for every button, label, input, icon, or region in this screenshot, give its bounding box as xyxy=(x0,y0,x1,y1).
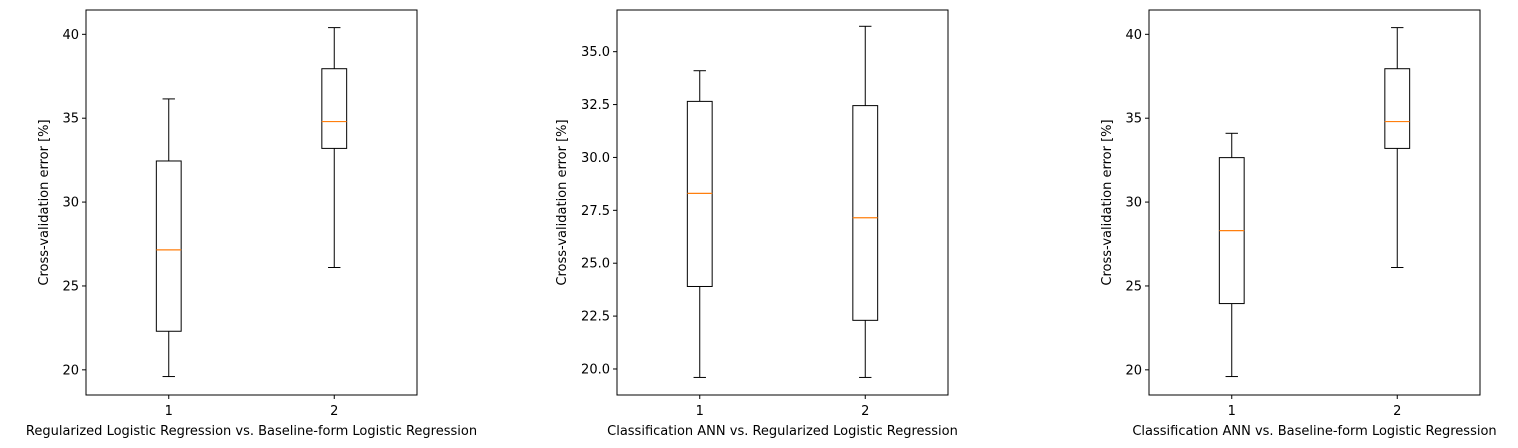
y-tick-label: 30 xyxy=(62,196,79,211)
y-tick-label: 20.0 xyxy=(581,362,610,377)
x-tick-label: 1 xyxy=(165,404,173,419)
y-tick-label: 35 xyxy=(62,112,79,127)
box-iqr xyxy=(155,160,182,332)
x-tick-label: 2 xyxy=(861,404,869,419)
plot-area-frame xyxy=(1148,9,1481,396)
plot-area-frame xyxy=(85,9,418,396)
x-tick-label: 1 xyxy=(696,404,704,419)
y-tick-label: 40 xyxy=(1125,28,1142,43)
y-tick-label: 22.5 xyxy=(581,310,610,325)
y-tick-label: 20 xyxy=(1125,363,1142,378)
plot-area-frame xyxy=(616,9,949,396)
x-axis-label: Classification ANN vs. Baseline-form Log… xyxy=(1132,424,1496,439)
y-tick-label: 35.0 xyxy=(581,45,610,60)
box-iqr xyxy=(852,105,879,321)
y-axis-ticks: 20 25 30 35 40 xyxy=(1125,28,1149,378)
x-tick-label: 2 xyxy=(1393,404,1401,419)
y-axis-ticks: 20 25 30 35 40 xyxy=(62,28,86,378)
y-axis-label: Cross-validation error [%] xyxy=(555,119,570,285)
box-plot-1 xyxy=(155,98,182,378)
y-axis-label: Cross-validation error [%] xyxy=(37,119,52,285)
box-plot-1 xyxy=(1218,132,1245,378)
y-tick-label: 20 xyxy=(62,363,79,378)
box-iqr xyxy=(1384,68,1411,149)
y-tick-label: 30 xyxy=(1125,196,1142,211)
x-tick-label: 1 xyxy=(1228,404,1236,419)
y-axis-label: Cross-validation error [%] xyxy=(1100,119,1115,285)
y-tick-label: 30.0 xyxy=(581,151,610,166)
box-plot-1 xyxy=(686,70,713,378)
x-axis-label: Regularized Logistic Regression vs. Base… xyxy=(26,424,477,439)
box-plot-2 xyxy=(1384,27,1411,269)
x-tick-label: 2 xyxy=(330,404,338,419)
y-tick-label: 40 xyxy=(62,28,79,43)
box-series xyxy=(1218,27,1411,378)
y-tick-label: 35 xyxy=(1125,112,1142,127)
y-tick-label: 32.5 xyxy=(581,98,610,113)
y-tick-label: 25 xyxy=(1125,279,1142,294)
box-iqr xyxy=(321,68,348,149)
box-plot-2 xyxy=(321,27,348,269)
y-tick-label: 25.0 xyxy=(581,257,610,272)
box-plot-2 xyxy=(852,25,879,378)
y-tick-label: 27.5 xyxy=(581,204,610,219)
x-axis-label: Classification ANN vs. Regularized Logis… xyxy=(607,424,958,439)
box-series xyxy=(155,27,348,378)
box-series xyxy=(686,25,879,378)
y-tick-label: 25 xyxy=(62,279,79,294)
y-axis-ticks: 20.0 22.5 25.0 27.5 30.0 32.5 35.0 xyxy=(581,45,617,377)
